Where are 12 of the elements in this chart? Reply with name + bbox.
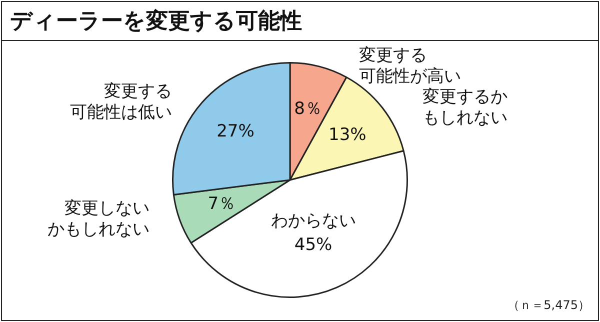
text: （ｎ＝5,475） (508, 297, 590, 314)
slice-label: 変更する可能性が高い (359, 45, 462, 86)
data-label: 8％ (294, 99, 322, 120)
slice-label: 変更するかもしれない (422, 87, 508, 128)
slice-label: 変更する可能性は低い (70, 81, 172, 122)
data-label: 45% (294, 235, 332, 256)
data-label: 7％ (208, 194, 236, 214)
data-label: 13% (328, 124, 366, 145)
data-label: 27% (216, 121, 254, 142)
chart-title: ディーラーを変更する可能性 (10, 8, 302, 36)
slice-label: 変更しないかもしれない (48, 198, 150, 240)
slice-label: わからない (270, 211, 356, 232)
